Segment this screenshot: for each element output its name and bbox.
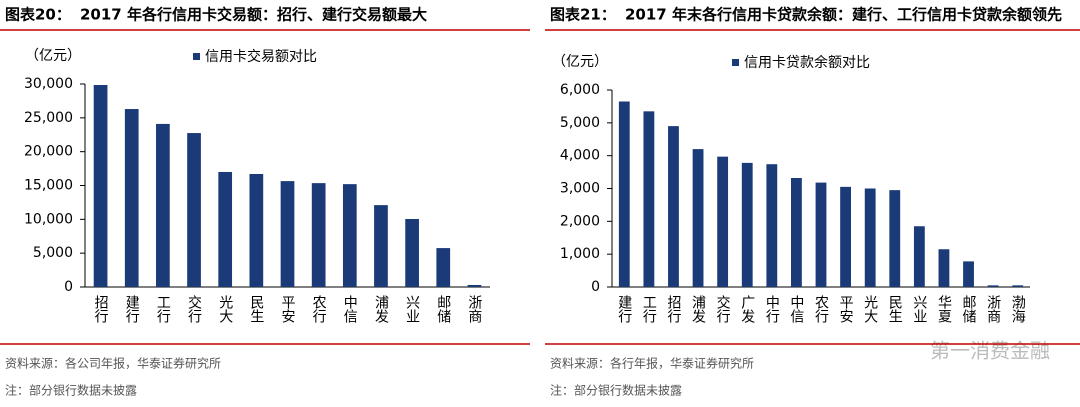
bar: [766, 164, 778, 287]
x-tick-label: 建行: [124, 295, 140, 324]
x-tick-label: 兴业: [404, 295, 420, 323]
watermark: 第一消费金融: [930, 339, 1050, 363]
bar: [156, 123, 170, 287]
bar: [405, 218, 419, 287]
y-tick-label: 0: [591, 279, 600, 295]
bar: [668, 126, 679, 287]
y-tick-label: 4,000: [560, 148, 600, 164]
y-tick-label: 5,000: [560, 115, 600, 131]
bar: [815, 182, 827, 287]
legend-swatch: [732, 59, 739, 66]
figure-label: 图表21：: [550, 6, 616, 24]
bar: [1012, 285, 1024, 287]
bar: [124, 109, 139, 287]
y-tick-label: 10,000: [24, 211, 73, 227]
bar: [791, 177, 802, 287]
unit-label: （亿元）: [25, 48, 81, 64]
legend-swatch: [193, 53, 200, 60]
y-tick-label: 5,000: [33, 245, 73, 261]
bar: [218, 171, 233, 287]
bar: [342, 184, 357, 287]
x-tick-label: 招行: [665, 295, 681, 324]
figure-label: 图表20：: [5, 6, 71, 24]
x-tick-label: 建行: [616, 295, 632, 324]
y-tick-label: 20,000: [24, 144, 73, 160]
bar: [717, 156, 729, 287]
x-tick-label: 浙商: [466, 295, 482, 323]
x-tick-label: 广发: [739, 295, 755, 323]
bar: [692, 149, 704, 287]
x-tick-label: 民生: [248, 295, 264, 323]
source: 资料来源：各公司年报，华泰证券研究所: [5, 356, 221, 371]
x-tick-label: 农行: [813, 295, 829, 324]
bar: [938, 249, 950, 287]
legend-label: 信用卡贷款余额对比: [744, 54, 870, 71]
note: 注：部分银行数据未披露: [550, 383, 682, 398]
y-tick-label: 3,000: [560, 181, 600, 197]
chart-title: 2017 年各行信用卡交易额：招行、建行交易额最大: [80, 6, 427, 24]
legend-label: 信用卡交易额对比: [205, 48, 317, 65]
x-tick-label: 平安: [280, 295, 296, 323]
x-tick-label: 工行: [155, 295, 171, 324]
bar: [249, 173, 264, 287]
x-tick-label: 民生: [887, 295, 903, 323]
bar: [374, 205, 388, 287]
bar: [280, 181, 295, 287]
source: 资料来源：各行年报，华泰证券研究所: [550, 356, 754, 371]
y-tick-label: 1,000: [560, 246, 600, 262]
x-tick-label: 工行: [641, 295, 657, 324]
bar: [311, 183, 326, 287]
bar: [840, 186, 851, 287]
x-tick-label: 中信: [788, 295, 804, 323]
x-tick-label: 招行: [93, 295, 109, 324]
bar: [187, 133, 201, 287]
x-tick-label: 兴业: [911, 295, 927, 323]
note: 注：部分银行数据未披露: [5, 383, 137, 398]
x-tick-label: 华夏: [936, 295, 952, 323]
x-tick-label: 浙商: [985, 295, 1001, 323]
y-tick-label: 30,000: [24, 76, 73, 92]
bar: [741, 162, 753, 287]
x-tick-label: 交行: [186, 294, 202, 324]
x-tick-label: 平安: [838, 295, 854, 323]
x-tick-label: 浦发: [373, 295, 389, 323]
y-tick-label: 0: [64, 279, 73, 295]
x-tick-label: 交行: [715, 294, 731, 324]
x-tick-label: 渤海: [1010, 295, 1026, 323]
y-tick-label: 2,000: [560, 213, 600, 229]
bar: [913, 226, 925, 287]
x-tick-label: 光大: [217, 295, 233, 323]
unit-label: （亿元）: [552, 54, 608, 70]
y-tick-label: 15,000: [24, 178, 73, 194]
y-tick-label: 25,000: [24, 110, 73, 126]
bar: [864, 188, 876, 287]
y-tick-label: 6,000: [560, 82, 600, 98]
bar: [643, 111, 655, 287]
bar: [963, 261, 974, 287]
bar: [93, 85, 108, 287]
bar: [436, 248, 451, 287]
x-tick-label: 浦发: [690, 295, 706, 323]
bar: [618, 101, 630, 287]
x-tick-label: 邮储: [961, 295, 977, 323]
x-tick-label: 中信: [342, 295, 358, 323]
chart-title: 2017 年末各行信用卡贷款余额：建行、工行信用卡贷款余额领先: [625, 6, 1062, 24]
bar: [987, 285, 999, 287]
x-tick-label: 中行: [764, 295, 780, 324]
bar: [889, 190, 901, 287]
x-tick-label: 农行: [311, 295, 327, 324]
x-tick-label: 邮储: [435, 295, 451, 323]
bar: [467, 284, 482, 287]
x-tick-label: 光大: [862, 295, 878, 323]
